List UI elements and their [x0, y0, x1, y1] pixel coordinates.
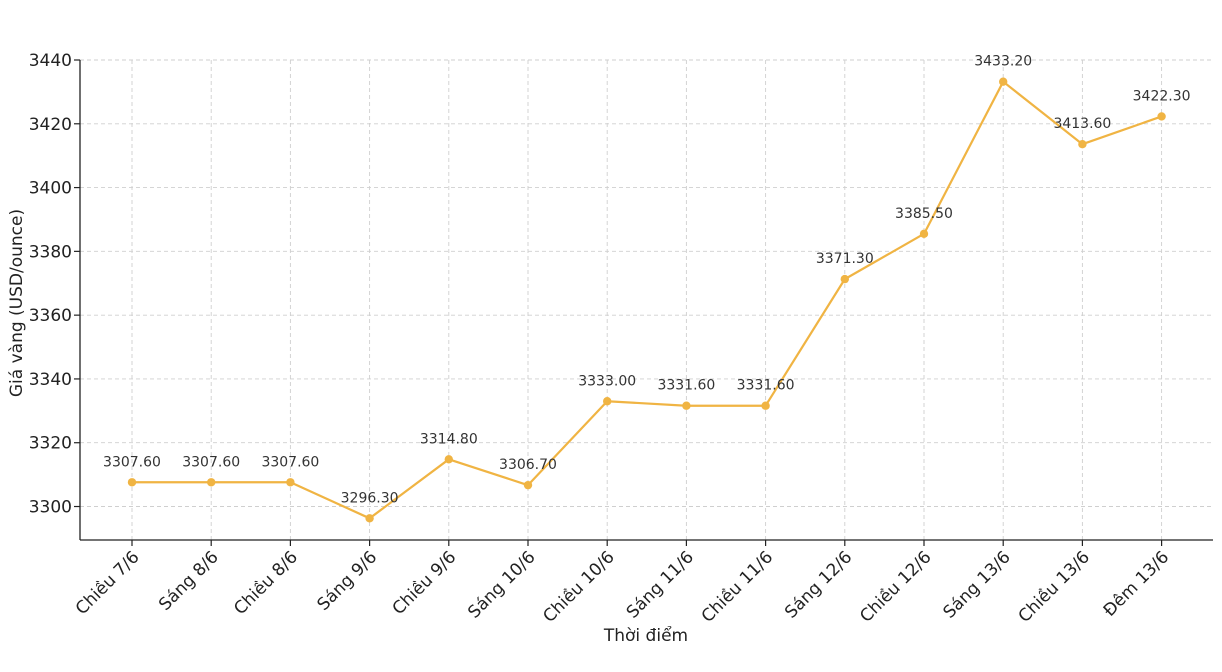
- data-point: [127, 478, 137, 487]
- series-group: [127, 77, 1166, 523]
- data-point: [840, 274, 849, 284]
- y-tick-label: 3440: [29, 51, 72, 71]
- x-tick-label: Sáng 10/6: [464, 547, 539, 622]
- data-point: [999, 77, 1008, 86]
- data-point: [523, 480, 533, 490]
- x-tick-label: Chiều 11/6: [697, 547, 777, 627]
- data-label: 3385.50: [895, 206, 953, 222]
- data-label: 3306.70: [499, 457, 557, 473]
- data-label: 3371.30: [816, 251, 874, 267]
- data-label: 3413.60: [1053, 116, 1111, 132]
- data-label: 3333.00: [578, 373, 636, 389]
- data-point: [444, 455, 453, 464]
- y-tick-label: 3420: [29, 115, 72, 135]
- y-tick-label: 3340: [29, 370, 72, 390]
- y-tick-label: 3320: [29, 434, 72, 454]
- x-tick-label: Sáng 8/6: [155, 547, 223, 615]
- y-tick-label: 3400: [29, 179, 72, 199]
- x-tick-label: Chiều 13/6: [1014, 547, 1094, 627]
- series-line: [132, 80, 1162, 520]
- data-labels: 3307.60 3307.60 3307.60 3296.30 3314.80 3306.…: [103, 54, 1191, 507]
- data-point: [1078, 139, 1087, 149]
- x-tick-label: Chiều 7/6: [71, 547, 143, 619]
- data-point: [682, 401, 691, 410]
- data-label: 3307.60: [182, 454, 240, 470]
- y-tick-label: 3300: [29, 498, 72, 518]
- y-tick-label: 3360: [29, 306, 72, 326]
- data-label: 3331.60: [657, 378, 715, 394]
- x-axis-title: Thời điểm: [603, 625, 688, 646]
- data-point: [1157, 112, 1166, 121]
- x-tick-label: Đêm 13/6: [1100, 547, 1173, 620]
- data-point: [286, 478, 295, 487]
- x-tick-label: Sáng 13/6: [940, 547, 1015, 622]
- x-tick-label: Chiều 10/6: [539, 547, 619, 627]
- grid: [80, 59, 1213, 540]
- data-label: 3433.20: [974, 54, 1032, 70]
- data-point: [603, 397, 612, 406]
- y-tick-label: 3380: [29, 242, 72, 262]
- data-label: 3296.30: [341, 490, 399, 506]
- data-label: 3307.60: [103, 454, 161, 470]
- y-axis-title: Giá vàng (USD/ounce): [7, 209, 27, 397]
- data-point: [365, 514, 374, 523]
- data-label: 3307.60: [261, 454, 319, 470]
- axes: [79, 60, 1213, 541]
- x-tick-label: Sáng 11/6: [623, 547, 698, 622]
- x-tick-label: Sáng 12/6: [781, 547, 856, 622]
- x-tick-label: Chiều 8/6: [230, 547, 302, 619]
- data-label: 3314.80: [420, 431, 478, 447]
- x-tick-label: Sáng 9/6: [314, 547, 382, 615]
- x-tick-label: Chiều 12/6: [855, 547, 935, 627]
- data-point: [761, 401, 770, 410]
- y-axis-ticks: 3300 3320 3340 3360 3380 3400 3420 3440: [29, 51, 80, 518]
- data-point: [207, 478, 216, 487]
- data-label: 3331.60: [737, 378, 795, 394]
- data-point: [919, 229, 929, 239]
- x-axis-ticks: Chiều 7/6 Sáng 8/6 Chiều 8/6 Sáng 9/6 Chiều …: [71, 540, 1173, 627]
- data-label: 3422.30: [1133, 88, 1191, 104]
- x-tick-label: Chiều 9/6: [388, 547, 460, 619]
